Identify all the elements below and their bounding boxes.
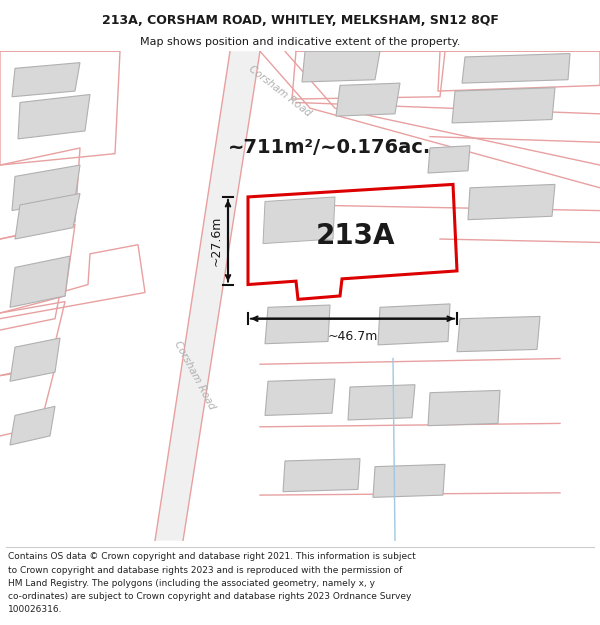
- Polygon shape: [468, 184, 555, 219]
- Polygon shape: [348, 385, 415, 420]
- Polygon shape: [10, 406, 55, 445]
- Text: Contains OS data © Crown copyright and database right 2021. This information is : Contains OS data © Crown copyright and d…: [8, 552, 416, 561]
- Text: HM Land Registry. The polygons (including the associated geometry, namely x, y: HM Land Registry. The polygons (includin…: [8, 579, 375, 587]
- Text: co-ordinates) are subject to Crown copyright and database rights 2023 Ordnance S: co-ordinates) are subject to Crown copyr…: [8, 592, 411, 601]
- Polygon shape: [457, 316, 540, 352]
- Polygon shape: [302, 51, 380, 82]
- Polygon shape: [265, 379, 335, 416]
- Text: Corsham Road: Corsham Road: [173, 339, 217, 412]
- Polygon shape: [263, 197, 335, 244]
- Text: to Crown copyright and database rights 2023 and is reproduced with the permissio: to Crown copyright and database rights 2…: [8, 566, 402, 574]
- Text: ~46.7m: ~46.7m: [328, 330, 377, 343]
- Polygon shape: [378, 304, 450, 345]
- Polygon shape: [336, 83, 400, 116]
- Text: ~711m²/~0.176ac.: ~711m²/~0.176ac.: [229, 139, 431, 158]
- Text: 213A, CORSHAM ROAD, WHITLEY, MELKSHAM, SN12 8QF: 213A, CORSHAM ROAD, WHITLEY, MELKSHAM, S…: [101, 14, 499, 28]
- Polygon shape: [10, 338, 60, 381]
- Polygon shape: [265, 305, 330, 344]
- Text: Map shows position and indicative extent of the property.: Map shows position and indicative extent…: [140, 37, 460, 47]
- Polygon shape: [452, 88, 555, 123]
- Polygon shape: [18, 94, 90, 139]
- Polygon shape: [428, 391, 500, 426]
- Polygon shape: [12, 62, 80, 97]
- Polygon shape: [373, 464, 445, 498]
- Polygon shape: [12, 165, 80, 211]
- Text: Corsham Road: Corsham Road: [247, 64, 313, 119]
- Polygon shape: [462, 54, 570, 83]
- Polygon shape: [10, 256, 70, 308]
- Text: 100026316.: 100026316.: [8, 605, 62, 614]
- Polygon shape: [428, 146, 470, 173]
- Text: 213A: 213A: [315, 222, 395, 249]
- Polygon shape: [155, 51, 260, 541]
- Text: ~27.6m: ~27.6m: [210, 216, 223, 266]
- Polygon shape: [283, 459, 360, 492]
- Polygon shape: [15, 194, 80, 239]
